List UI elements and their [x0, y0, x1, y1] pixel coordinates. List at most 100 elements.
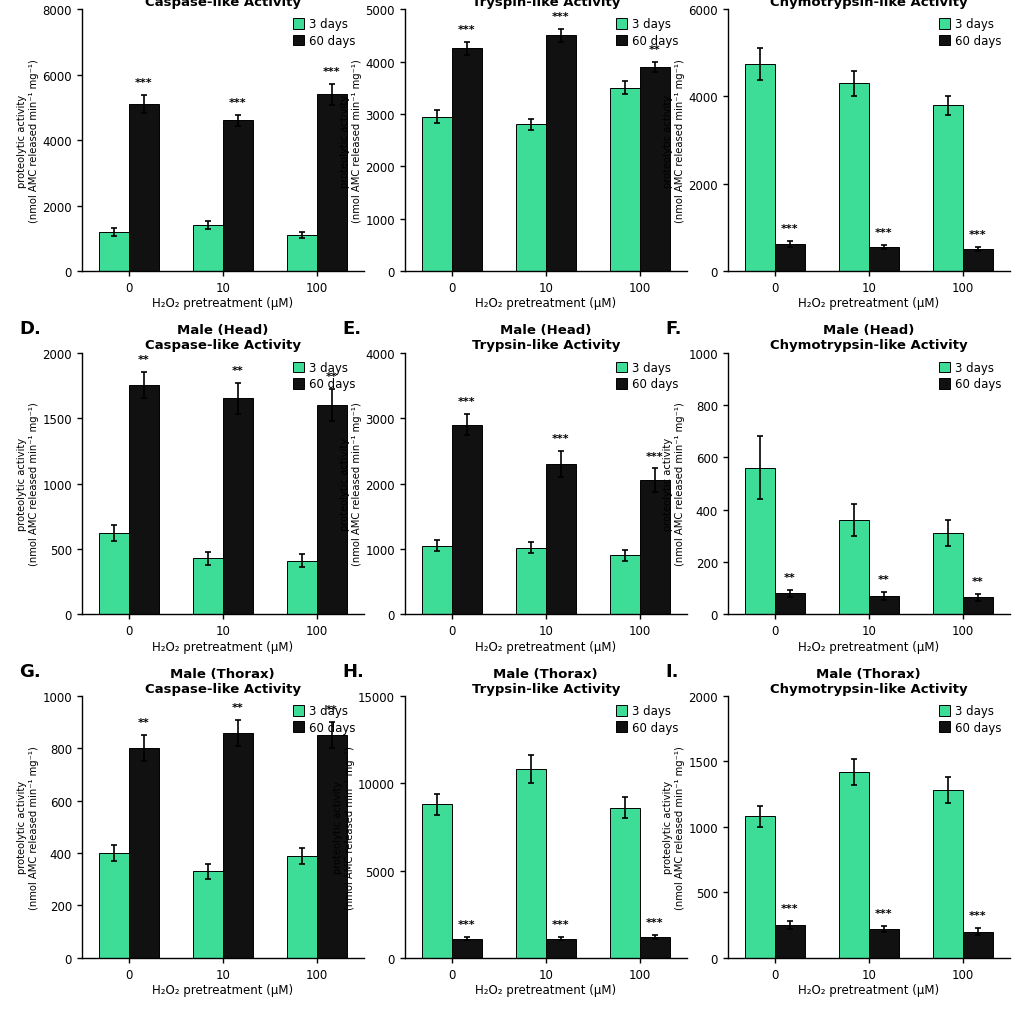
Bar: [451, 938, 481, 958]
X-axis label: H₂O₂ pretreatment (μM): H₂O₂ pretreatment (μM): [797, 640, 938, 653]
Bar: [99, 534, 128, 614]
Text: ***: ***: [645, 917, 663, 927]
Bar: [515, 769, 545, 958]
X-axis label: H₂O₂ pretreatment (μM): H₂O₂ pretreatment (μM): [475, 640, 615, 653]
Text: ***: ***: [874, 227, 892, 237]
Text: **: **: [138, 355, 150, 365]
Bar: [286, 235, 317, 272]
Text: ***: ***: [551, 919, 569, 929]
Text: ***: ***: [874, 908, 892, 918]
Legend: 3 days, 60 days: 3 days, 60 days: [935, 16, 1003, 50]
Text: ***: ***: [323, 67, 340, 76]
Bar: [931, 791, 962, 958]
Bar: [128, 105, 159, 272]
Bar: [222, 121, 253, 272]
Bar: [99, 232, 128, 272]
Bar: [286, 561, 317, 614]
Bar: [545, 37, 576, 272]
Bar: [317, 95, 346, 272]
Legend: 3 days, 60 days: 3 days, 60 days: [612, 702, 681, 737]
Bar: [193, 871, 222, 958]
Bar: [609, 808, 639, 958]
Bar: [838, 772, 868, 958]
Title: Male (Abdomen)
Chymotrypsin-like Activity: Male (Abdomen) Chymotrypsin-like Activit…: [769, 0, 967, 9]
Bar: [773, 594, 804, 614]
Legend: 3 days, 60 days: 3 days, 60 days: [612, 359, 681, 393]
Y-axis label: proteolytic activity
(nmol AMC released min⁻¹ mg⁻¹): proteolytic activity (nmol AMC released …: [17, 403, 40, 566]
Bar: [868, 929, 898, 958]
X-axis label: H₂O₂ pretreatment (μM): H₂O₂ pretreatment (μM): [152, 298, 293, 310]
Text: **: **: [971, 577, 982, 587]
Bar: [545, 938, 576, 958]
Text: H.: H.: [342, 662, 364, 681]
Text: I.: I.: [664, 662, 679, 681]
Text: ***: ***: [968, 911, 985, 920]
Y-axis label: proteolytic activity
(nmol AMC released min⁻¹ mg⁻¹): proteolytic activity (nmol AMC released …: [662, 745, 685, 909]
Legend: 3 days, 60 days: 3 days, 60 days: [612, 16, 681, 50]
Legend: 3 days, 60 days: 3 days, 60 days: [935, 359, 1003, 393]
Y-axis label: proteolytic activity
(nmol AMC released min⁻¹ mg⁻¹): proteolytic activity (nmol AMC released …: [662, 59, 685, 223]
Bar: [773, 925, 804, 958]
X-axis label: H₂O₂ pretreatment (μM): H₂O₂ pretreatment (μM): [475, 298, 615, 310]
Bar: [193, 226, 222, 272]
Legend: 3 days, 60 days: 3 days, 60 days: [289, 702, 358, 737]
Y-axis label: proteolytic activity
(nmol AMC released min⁻¹ mg⁻¹): proteolytic activity (nmol AMC released …: [339, 403, 362, 566]
Text: G.: G.: [19, 662, 41, 681]
Text: ***: ***: [228, 98, 247, 108]
Text: ***: ***: [645, 451, 663, 462]
Text: ***: ***: [551, 11, 569, 21]
Bar: [128, 386, 159, 614]
Bar: [931, 534, 962, 614]
Y-axis label: proteolytic activity
(nmol AMC released min⁻¹ mg⁻¹): proteolytic activity (nmol AMC released …: [17, 59, 40, 223]
Bar: [317, 736, 346, 958]
Bar: [962, 598, 991, 614]
Text: D.: D.: [19, 319, 42, 337]
Bar: [128, 749, 159, 958]
Legend: 3 days, 60 days: 3 days, 60 days: [289, 359, 358, 393]
Y-axis label: proteolytic activity
(nmol AMC released min⁻¹ mg⁻¹): proteolytic activity (nmol AMC released …: [662, 403, 685, 566]
Text: F.: F.: [664, 319, 682, 337]
Bar: [609, 556, 639, 614]
Text: **: **: [326, 704, 337, 714]
Bar: [868, 248, 898, 272]
Bar: [868, 596, 898, 614]
Y-axis label: proteolytic activity
(nmol AMC released min⁻¹ mg⁻¹): proteolytic activity (nmol AMC released …: [339, 59, 362, 223]
Bar: [421, 546, 451, 614]
Text: ***: ***: [458, 919, 475, 929]
Bar: [931, 106, 962, 272]
Text: **: **: [231, 366, 244, 375]
Bar: [773, 245, 804, 272]
Text: ***: ***: [781, 224, 798, 234]
Text: **: **: [231, 702, 244, 712]
Title: Male (Head)
Caspase-like Activity: Male (Head) Caspase-like Activity: [145, 324, 301, 353]
Bar: [451, 49, 481, 272]
Bar: [639, 481, 669, 614]
X-axis label: H₂O₂ pretreatment (μM): H₂O₂ pretreatment (μM): [797, 298, 938, 310]
Bar: [838, 521, 868, 614]
Title: Male (Abdomen)
Tryspin-like Activity: Male (Abdomen) Tryspin-like Activity: [471, 0, 620, 9]
X-axis label: H₂O₂ pretreatment (μM): H₂O₂ pretreatment (μM): [152, 983, 293, 997]
Bar: [421, 117, 451, 272]
Title: Male (Abdomen)
Caspase-like Activity: Male (Abdomen) Caspase-like Activity: [145, 0, 301, 9]
Bar: [515, 125, 545, 272]
Y-axis label: proteolytic activity
(nmol AMC released min⁻¹ mg⁻¹): proteolytic activity (nmol AMC released …: [17, 745, 40, 909]
Text: ***: ***: [458, 396, 475, 407]
Text: **: **: [138, 717, 150, 728]
Bar: [962, 250, 991, 272]
Bar: [962, 931, 991, 958]
Text: ***: ***: [458, 24, 475, 35]
Title: Male (Thorax)
Chymotrypsin-like Activity: Male (Thorax) Chymotrypsin-like Activity: [769, 667, 967, 695]
Title: Male (Head)
Chymotrypsin-like Activity: Male (Head) Chymotrypsin-like Activity: [769, 324, 967, 353]
Bar: [545, 465, 576, 614]
Bar: [451, 425, 481, 614]
Bar: [193, 558, 222, 614]
Text: **: **: [648, 45, 660, 55]
Title: Male (Thorax)
Trypsin-like Activity: Male (Thorax) Trypsin-like Activity: [471, 667, 620, 695]
Bar: [515, 548, 545, 614]
X-axis label: H₂O₂ pretreatment (μM): H₂O₂ pretreatment (μM): [152, 640, 293, 653]
Legend: 3 days, 60 days: 3 days, 60 days: [935, 702, 1003, 737]
Bar: [838, 85, 868, 272]
Bar: [609, 89, 639, 272]
Y-axis label: proteolytic activity
(nmol AMC released min⁻¹ mg⁻¹): proteolytic activity (nmol AMC released …: [332, 745, 355, 909]
Bar: [317, 406, 346, 614]
